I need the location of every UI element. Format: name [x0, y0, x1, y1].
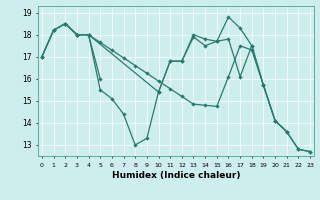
X-axis label: Humidex (Indice chaleur): Humidex (Indice chaleur) [112, 171, 240, 180]
